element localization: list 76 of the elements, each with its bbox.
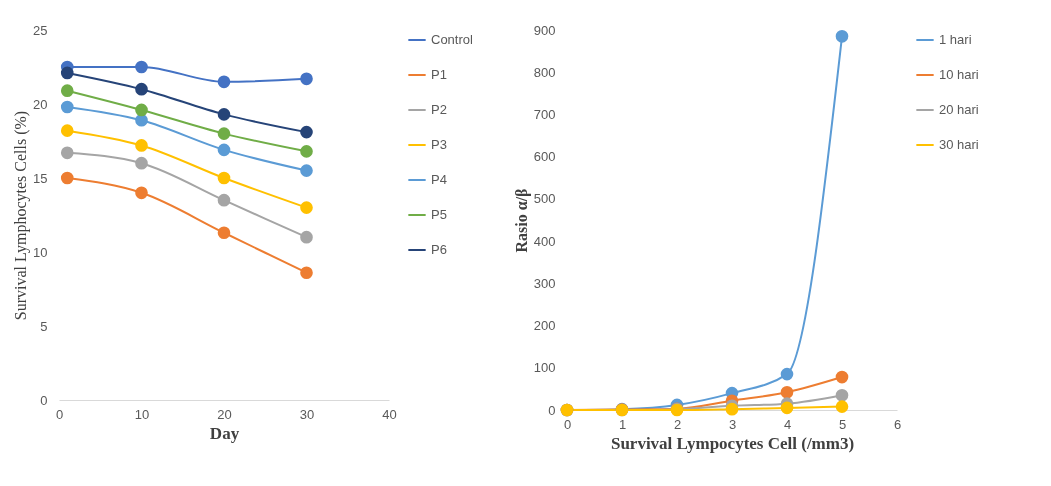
point xyxy=(60,66,74,80)
x-tick-label: 0 xyxy=(55,406,64,422)
point xyxy=(217,108,231,121)
y-tick-label: 500 xyxy=(533,191,556,207)
y-tick-label: 900 xyxy=(533,22,556,38)
point xyxy=(135,139,148,152)
point xyxy=(300,230,313,244)
x-tick-label: 20 xyxy=(217,406,232,422)
y-tick-label: 20 xyxy=(33,96,48,112)
y-tick-label: 200 xyxy=(533,318,556,334)
y-tick-label: 0 xyxy=(40,392,48,408)
point xyxy=(60,171,74,185)
legend-label: 1 hari xyxy=(939,32,972,47)
point xyxy=(835,370,849,384)
legend-label: P3 xyxy=(431,137,447,152)
x-tick-label: 30 xyxy=(299,406,315,422)
x-tick-label: 2 xyxy=(673,416,682,432)
y-tick-label: 5 xyxy=(40,318,48,334)
y-tick-label: 100 xyxy=(533,360,556,376)
x-axis-title: Day xyxy=(209,423,240,443)
legend-label: P6 xyxy=(431,242,447,257)
y-tick-label: 25 xyxy=(33,22,48,38)
y-axis-title: Rasio α/β xyxy=(512,188,531,253)
x-tick-label: 5 xyxy=(838,416,847,432)
point xyxy=(300,145,313,158)
point xyxy=(300,72,313,86)
point xyxy=(835,30,849,43)
point xyxy=(135,103,148,117)
point xyxy=(135,60,148,74)
legend-label: P4 xyxy=(431,172,447,187)
point xyxy=(217,75,231,89)
point xyxy=(217,127,231,140)
y-tick-label: 600 xyxy=(533,149,556,165)
point xyxy=(780,401,794,415)
point xyxy=(135,113,148,127)
point xyxy=(135,82,148,96)
point xyxy=(300,125,313,139)
point xyxy=(135,156,148,170)
x-axis-title: Survival Lympocytes Cell (/mm3) xyxy=(610,433,855,453)
y-tick-label: 800 xyxy=(533,64,556,80)
point xyxy=(60,146,74,160)
point xyxy=(135,186,148,200)
x-tick-label: 4 xyxy=(783,416,792,432)
point xyxy=(60,100,74,114)
x-tick-label: 1 xyxy=(618,416,627,432)
point xyxy=(300,164,313,177)
x-tick-label: 10 xyxy=(134,406,150,422)
point xyxy=(217,193,231,207)
x-tick-label: 3 xyxy=(728,416,737,432)
y-axis-title: Survival Lymphocytes Cells (%) xyxy=(12,110,31,321)
point xyxy=(217,171,231,185)
y-tick-label: 400 xyxy=(533,233,556,249)
point xyxy=(780,385,794,399)
x-tick-label: 0 xyxy=(563,416,572,432)
y-tick-label: 10 xyxy=(33,244,48,260)
legend-label: P2 xyxy=(431,102,447,117)
point xyxy=(300,266,313,280)
y-tick-label: 700 xyxy=(533,106,556,122)
point xyxy=(217,226,231,240)
y-tick-label: 300 xyxy=(533,275,556,291)
point xyxy=(835,400,849,413)
point xyxy=(217,143,231,157)
legend-label: Control xyxy=(431,32,474,47)
x-tick-label: 40 xyxy=(382,406,397,422)
point xyxy=(780,367,794,381)
legend-label: 30 hari xyxy=(939,137,979,152)
legend-label: 10 hari xyxy=(939,67,979,82)
legend-label: P1 xyxy=(431,67,447,82)
point xyxy=(60,84,74,97)
y-tick-label: 15 xyxy=(33,170,48,186)
point xyxy=(835,388,849,402)
point xyxy=(60,124,74,137)
legend-label: P5 xyxy=(431,207,447,222)
x-tick-label: 6 xyxy=(893,416,902,432)
legend-label: 20 hari xyxy=(939,102,979,117)
point xyxy=(300,201,313,214)
